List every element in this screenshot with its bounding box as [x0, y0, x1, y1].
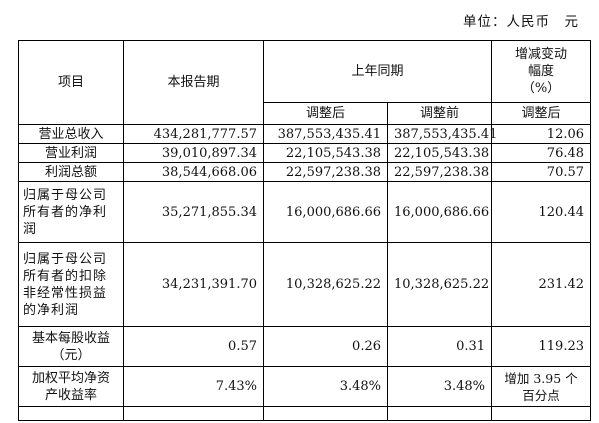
- row-label: 营业总收入: [18, 124, 124, 144]
- header-current-period: 本报告期: [123, 40, 264, 125]
- row-label: 归属于母公司 所有者的净利 润: [18, 181, 124, 243]
- value-change: 119.23: [491, 326, 592, 367]
- value-change: 76.48: [491, 143, 592, 163]
- value-current: 0.57: [123, 326, 264, 367]
- header-change: 增减变动 幅度 （%）: [491, 40, 592, 103]
- empty-cell: [123, 406, 264, 421]
- header-change-line: （%）: [521, 81, 561, 96]
- row-label-line: 加权平均净资: [31, 370, 110, 386]
- table-row: 归属于母公司 所有者的扣除 非经常性损益 的净利润 34,231,391.70 …: [18, 242, 592, 327]
- row-label-line: 润: [23, 221, 38, 237]
- header-adjusted-after: 调整后: [263, 102, 388, 125]
- value-current: 38,544,668.06: [123, 162, 264, 182]
- header-adjusted-before: 调整前: [386, 102, 493, 125]
- value-prior-after: 22,105,543.38: [263, 143, 388, 163]
- value-prior-before: 22,105,543.38: [386, 143, 493, 163]
- table-row-cut: [18, 406, 592, 421]
- row-label-line: 产收益率: [44, 387, 97, 403]
- value-change: 70.57: [491, 162, 592, 182]
- row-label-line: 归属于母公司: [23, 251, 108, 267]
- header-item: 项目: [18, 40, 124, 125]
- value-prior-after: 10,328,625.22: [263, 242, 388, 327]
- value-change-line: 百分点: [522, 387, 560, 403]
- row-label-line: 所有者的净利: [23, 204, 108, 220]
- empty-cell: [386, 406, 493, 421]
- value-prior-before: 0.31: [386, 326, 493, 367]
- value-prior-before: 10,328,625.22: [386, 242, 493, 327]
- value-prior-before: 22,597,238.38: [386, 162, 493, 182]
- value-current: 434,281,777.57: [123, 124, 264, 144]
- empty-cell: [263, 406, 388, 421]
- header-change-adjusted: 调整后: [491, 102, 592, 125]
- header-change-line: 增减变动: [515, 47, 568, 62]
- value-prior-before: 16,000,686.66: [386, 181, 493, 243]
- table-row: 营业利润 39,010,897.34 22,105,543.38 22,105,…: [18, 143, 592, 163]
- table-row: 加权平均净资 产收益率 7.43% 3.48% 3.48% 增加 3.95 个 …: [18, 366, 592, 407]
- row-label-line: （元）: [51, 347, 91, 363]
- empty-cell: [491, 406, 592, 421]
- unit-label: 单位：人民币 元: [463, 14, 579, 30]
- value-change: 12.06: [491, 124, 592, 144]
- row-label: 营业利润: [18, 143, 124, 163]
- table-row: 基本每股收益 （元） 0.57 0.26 0.31 119.23: [18, 326, 592, 367]
- value-prior-after: 3.48%: [263, 366, 388, 407]
- financial-summary-table: 项目 本报告期 上年同期 增减变动 幅度 （%） 调整后 调整前 调整后 营业总…: [18, 40, 592, 421]
- value-current: 34,231,391.70: [123, 242, 264, 327]
- row-label: 加权平均净资 产收益率: [18, 366, 124, 407]
- table-row: 利润总额 38,544,668.06 22,597,238.38 22,597,…: [18, 162, 592, 182]
- value-prior-after: 22,597,238.38: [263, 162, 388, 182]
- value-change-line: 增加 3.95 个: [504, 370, 578, 386]
- value-prior-after: 387,553,435.41: [263, 124, 388, 144]
- row-label-line: 基本每股收益: [31, 330, 110, 346]
- row-label-line: 的净利润: [23, 302, 80, 318]
- row-label-line: 归属于母公司: [23, 187, 108, 203]
- table-row: 营业总收入 434,281,777.57 387,553,435.41 387,…: [18, 124, 592, 144]
- empty-cell: [18, 406, 124, 421]
- header-change-line: 幅度: [528, 64, 555, 79]
- value-prior-after: 16,000,686.66: [263, 181, 388, 243]
- header-prior-year: 上年同期: [262, 40, 493, 103]
- value-change: 120.44: [491, 181, 592, 243]
- value-prior-before: 3.48%: [386, 366, 493, 407]
- row-label-line: 所有者的扣除: [23, 268, 108, 284]
- value-prior-before: 387,553,435.41: [386, 124, 497, 144]
- row-label-line: 非经常性损益: [23, 285, 108, 301]
- row-label: 归属于母公司 所有者的扣除 非经常性损益 的净利润: [18, 242, 124, 327]
- value-current: 7.43%: [123, 366, 264, 407]
- value-current: 39,010,897.34: [123, 143, 264, 163]
- value-prior-after: 0.26: [263, 326, 388, 367]
- row-label: 基本每股收益 （元）: [18, 326, 124, 367]
- row-label: 利润总额: [18, 162, 124, 182]
- value-change: 231.42: [491, 242, 592, 327]
- value-change: 增加 3.95 个 百分点: [491, 366, 592, 407]
- table-row: 归属于母公司 所有者的净利 润 35,271,855.34 16,000,686…: [18, 181, 592, 243]
- value-current: 35,271,855.34: [123, 181, 264, 243]
